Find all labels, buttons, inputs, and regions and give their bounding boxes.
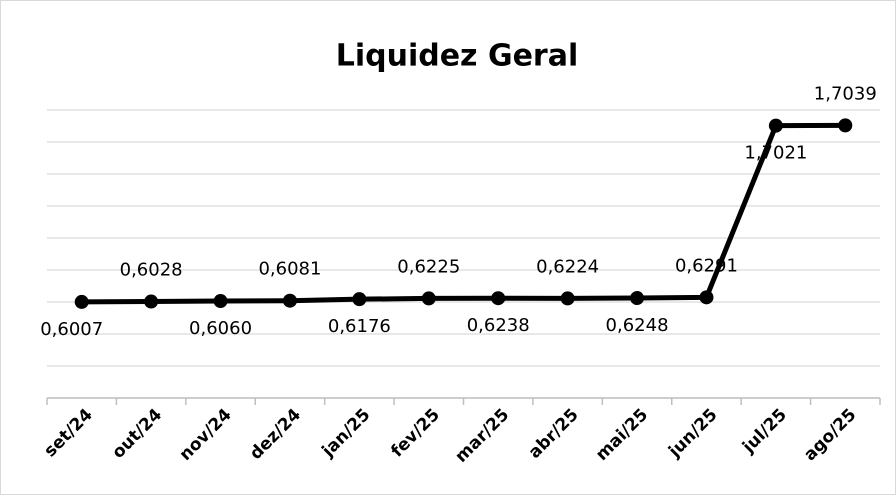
- data-label: 1,7021: [744, 143, 807, 164]
- point: [560, 291, 575, 306]
- point: [630, 291, 645, 306]
- data-label: 0,6028: [120, 260, 183, 281]
- point: [491, 291, 506, 306]
- series-line: [81, 122, 846, 305]
- point: [421, 291, 436, 306]
- data-label: 0,6007: [40, 319, 103, 340]
- point: [352, 292, 367, 307]
- data-label: 0,6238: [467, 315, 530, 336]
- data-label: 0,6176: [328, 316, 391, 337]
- data-label: 1,7039: [814, 83, 877, 104]
- point: [838, 118, 853, 133]
- point: [282, 293, 297, 308]
- point: [768, 118, 783, 133]
- data-label: 0,6081: [258, 259, 321, 280]
- point: [699, 290, 714, 305]
- chart-title: Liquidez Geral: [336, 39, 579, 74]
- data-label: 0,6248: [606, 315, 669, 336]
- point: [213, 294, 228, 309]
- point: [144, 294, 159, 309]
- data-label: 0,6224: [536, 256, 599, 277]
- data-label: 0,6060: [189, 318, 252, 339]
- point: [74, 294, 89, 309]
- data-label: 0,6291: [675, 255, 738, 276]
- data-label: 0,6225: [397, 256, 460, 277]
